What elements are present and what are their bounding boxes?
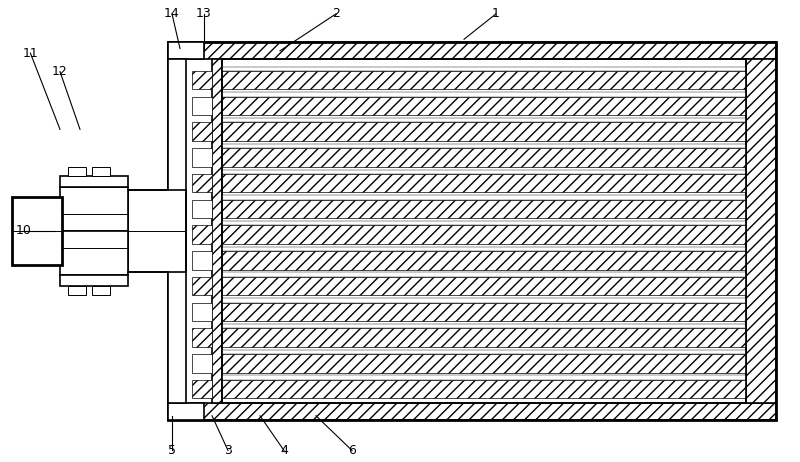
Bar (168, 42, 776, 59)
Bar (192, 71, 212, 90)
Bar (222, 71, 746, 90)
Bar (168, 42, 204, 59)
Bar (222, 195, 746, 200)
Text: 6: 6 (348, 444, 356, 457)
Bar (222, 170, 746, 174)
Text: 4: 4 (280, 444, 288, 457)
Bar (128, 190, 186, 272)
Bar (192, 122, 212, 141)
Bar (222, 97, 746, 115)
Bar (222, 324, 746, 328)
Text: 3: 3 (224, 444, 232, 457)
Bar (222, 200, 746, 218)
Bar (222, 92, 746, 97)
Bar (192, 225, 212, 244)
Bar (60, 231, 128, 274)
Bar (168, 403, 776, 420)
Bar (212, 59, 222, 403)
Bar (192, 174, 212, 192)
Bar (222, 221, 746, 225)
Bar (192, 251, 212, 270)
Bar (222, 251, 746, 270)
Text: 2: 2 (332, 7, 340, 20)
Bar (222, 350, 746, 354)
Bar (168, 59, 186, 403)
Text: 1: 1 (492, 7, 500, 20)
Bar (222, 277, 746, 295)
Bar (222, 118, 746, 122)
Bar (168, 42, 776, 420)
Bar (222, 298, 746, 303)
Bar (222, 122, 746, 141)
Bar (192, 277, 212, 295)
Bar (222, 380, 746, 398)
Bar (192, 148, 212, 167)
Bar (192, 97, 212, 115)
Text: 14: 14 (164, 7, 180, 20)
Bar (192, 303, 212, 321)
Bar (192, 328, 212, 347)
Text: 5: 5 (168, 444, 176, 457)
Bar (746, 59, 776, 403)
Bar (12, 197, 62, 265)
Bar (222, 174, 746, 192)
Bar (222, 273, 746, 277)
Bar (192, 380, 212, 398)
Bar (192, 200, 212, 218)
Bar (168, 403, 204, 420)
Bar (222, 148, 746, 167)
Bar (68, 166, 86, 176)
Bar (222, 376, 746, 380)
Bar (60, 274, 128, 286)
Bar (60, 176, 128, 188)
Text: 12: 12 (52, 65, 68, 78)
Bar (92, 166, 110, 176)
Bar (222, 225, 746, 244)
Bar (92, 286, 110, 296)
Text: 10: 10 (16, 225, 32, 237)
Bar (68, 286, 86, 296)
Bar (222, 328, 746, 347)
Bar (222, 247, 746, 251)
Text: 13: 13 (196, 7, 212, 20)
Bar (222, 59, 746, 403)
Bar (222, 354, 746, 372)
Bar (192, 354, 212, 372)
Text: 11: 11 (22, 47, 38, 60)
Bar (222, 144, 746, 148)
Bar (222, 67, 746, 71)
Bar (60, 188, 128, 231)
Bar (222, 303, 746, 321)
